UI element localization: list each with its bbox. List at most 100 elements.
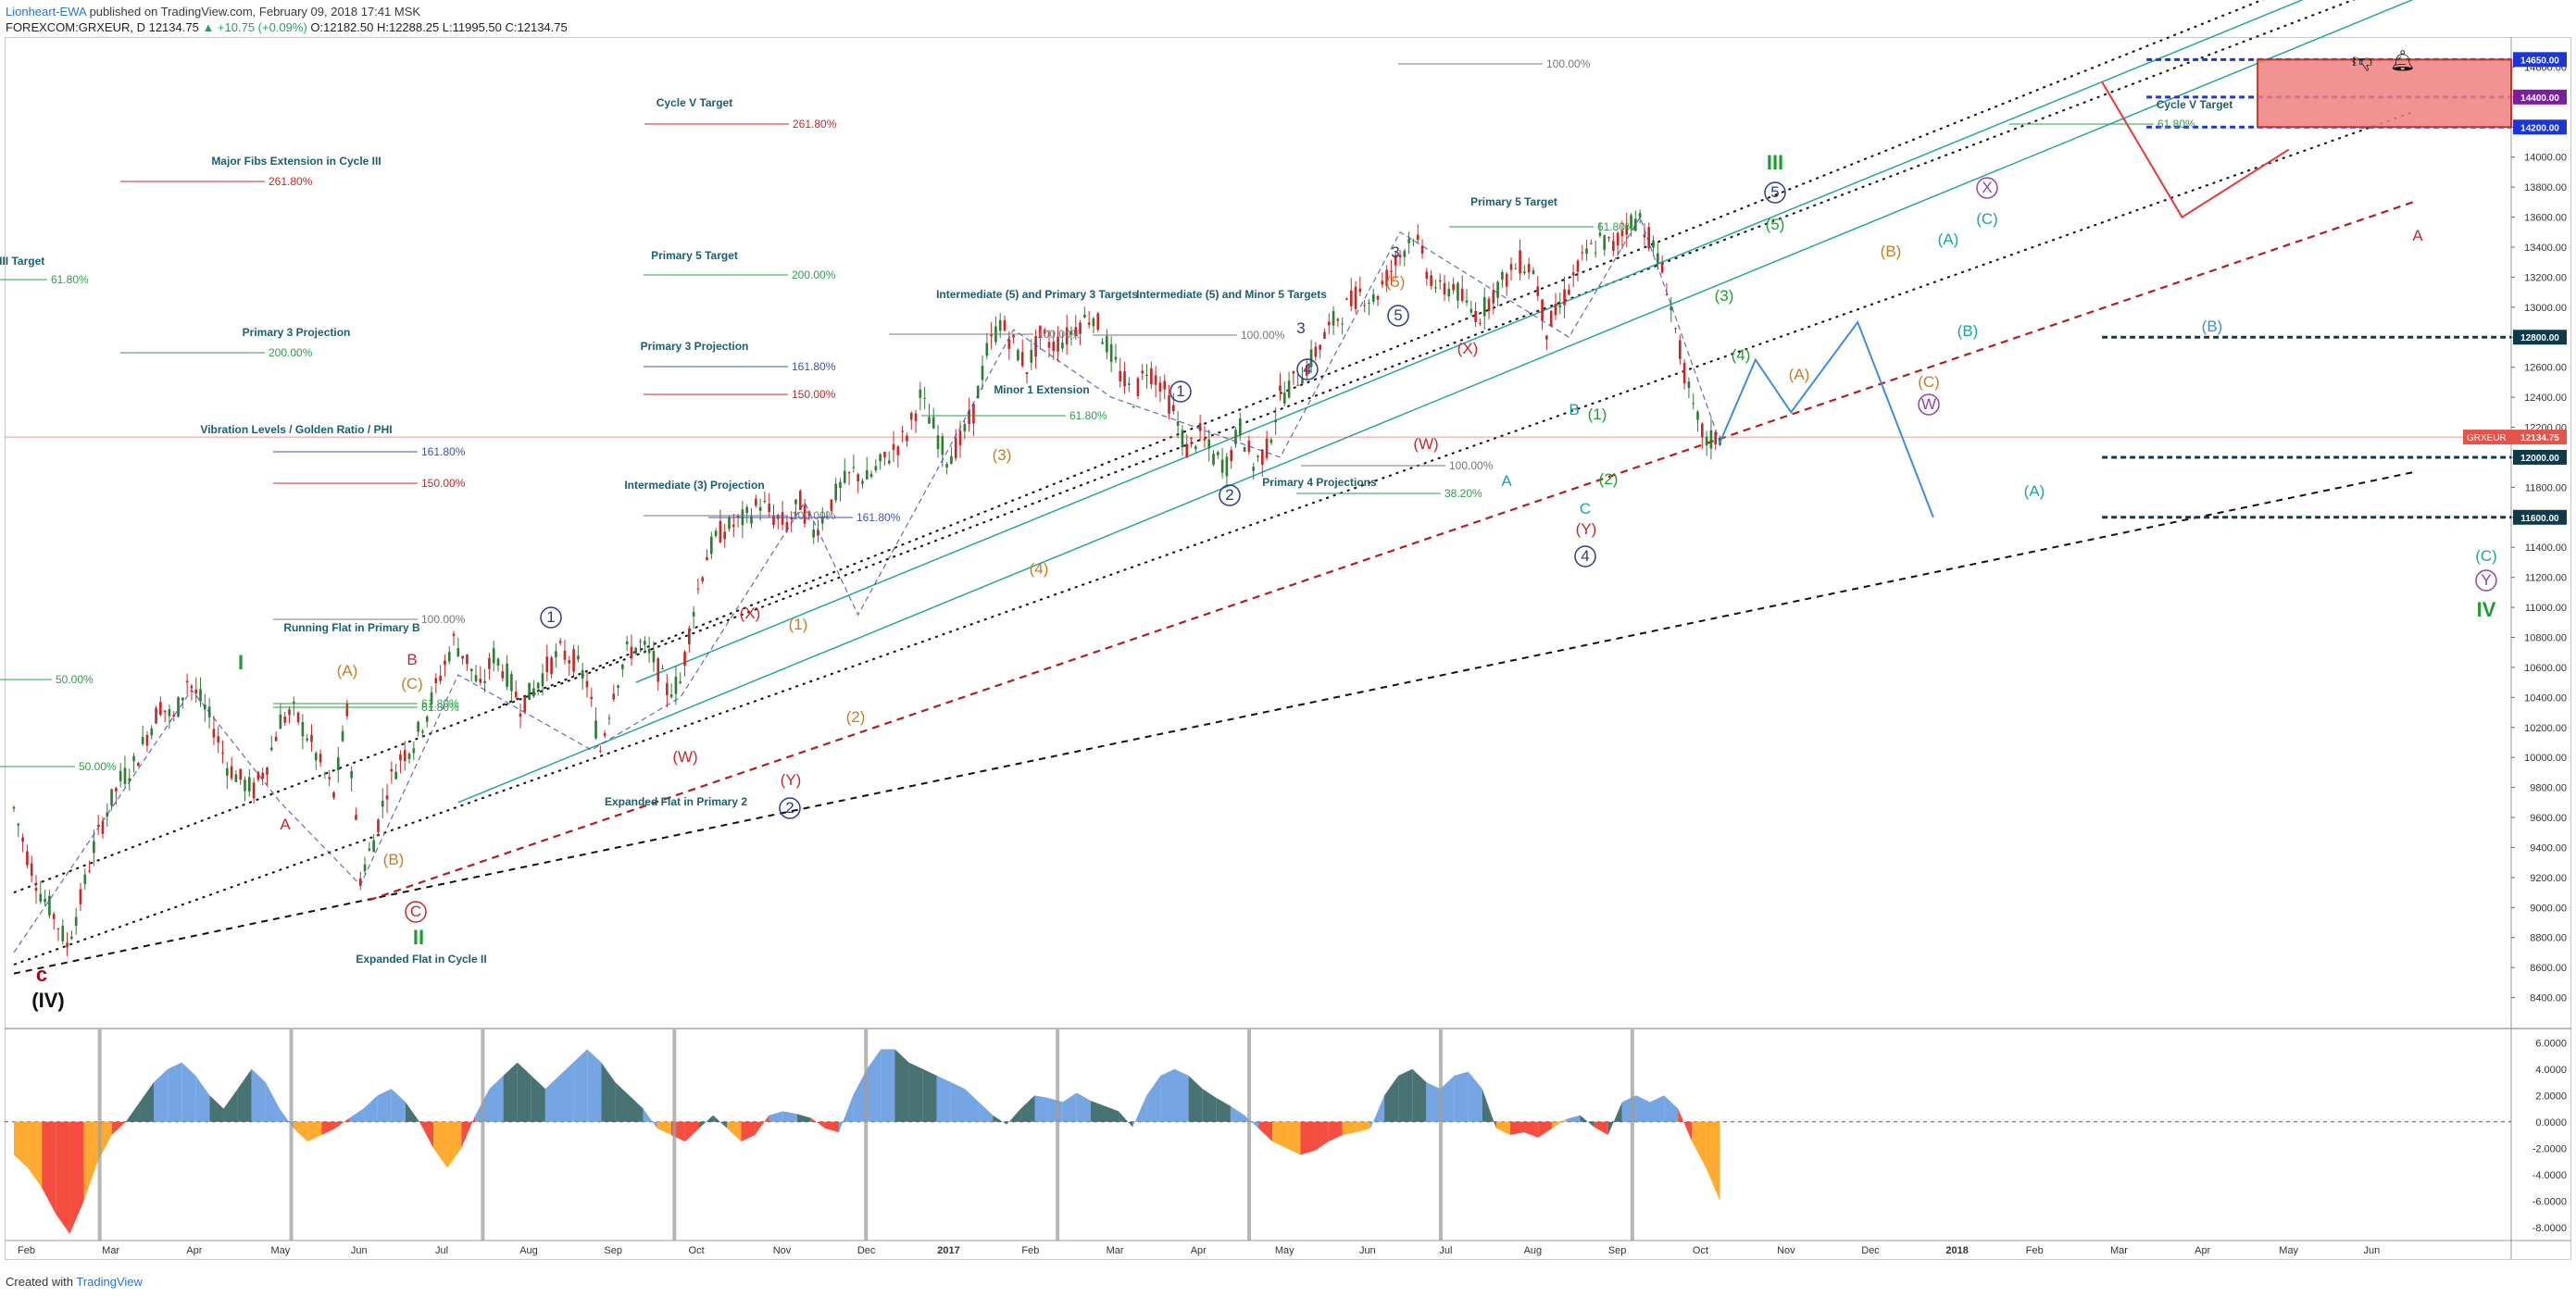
candle-body xyxy=(523,696,527,712)
wave-label: A xyxy=(280,816,291,833)
tradingview-logo-link[interactable]: TradingView xyxy=(76,1275,143,1289)
candle-body xyxy=(1305,365,1308,376)
wave-label: (B) xyxy=(1957,322,1979,340)
wave-label: I xyxy=(238,651,244,674)
candle-body xyxy=(941,436,944,455)
candle-body xyxy=(1652,240,1655,248)
oscillator-area-segment xyxy=(727,1121,742,1142)
candle-body xyxy=(163,710,167,713)
candle-body xyxy=(469,668,473,672)
oscillator-area-segment xyxy=(1398,1068,1413,1122)
candle-body xyxy=(706,556,708,561)
candle-body xyxy=(1585,248,1588,255)
time-axis-label: Aug xyxy=(519,1245,538,1256)
candle-body xyxy=(212,729,216,738)
annotation-title: Intermediate (3) Projection xyxy=(624,479,764,492)
oscillator-area-segment xyxy=(713,1115,728,1129)
oscillator-area-segment xyxy=(14,1121,29,1168)
target-level-value: 11600.00 xyxy=(2520,514,2559,524)
candle-body xyxy=(1323,331,1326,339)
candle-body xyxy=(701,577,705,581)
candle-body xyxy=(1185,443,1189,458)
candle-body xyxy=(865,469,869,480)
oscillator-area-segment xyxy=(601,1062,616,1122)
candle-body xyxy=(577,655,580,660)
candle-body xyxy=(252,782,256,799)
alarm-bell-icon[interactable]: 🔔︎ xyxy=(2389,49,2416,72)
oscillator-area-segment xyxy=(1188,1075,1203,1122)
candle-body xyxy=(1643,234,1646,238)
footer: Created with TradingView xyxy=(0,1265,2576,1297)
oscillator-area-segment xyxy=(377,1089,392,1122)
fib-level-label: 38.20% xyxy=(1444,487,1482,500)
candle-body xyxy=(430,692,433,705)
candle-body xyxy=(323,773,327,775)
candle-body xyxy=(1287,380,1291,398)
candle-body xyxy=(1674,328,1677,330)
fib-level-label: 100.00% xyxy=(421,613,466,626)
wave-label: (X) xyxy=(740,605,761,622)
oscillator-area-segment xyxy=(1007,1108,1021,1125)
candle-body xyxy=(1065,327,1069,345)
oscillator-area-segment xyxy=(979,1102,994,1122)
wave-label: (C) xyxy=(401,675,423,692)
candle-body xyxy=(239,768,243,780)
oscillator-tick-label: -8.0000 xyxy=(2532,1223,2567,1234)
candle-body xyxy=(669,693,673,697)
thumbs-down-icon[interactable]: 👎︎ xyxy=(2352,49,2373,72)
oscillator-area-segment xyxy=(1440,1075,1455,1122)
fib-level-label: 61.80% xyxy=(1069,409,1107,422)
oscillator-area-segment xyxy=(629,1095,644,1122)
oscillator-area-segment xyxy=(964,1089,980,1122)
candle-body xyxy=(1465,300,1469,303)
author-link[interactable]: Lionheart-EWA xyxy=(6,5,86,19)
candle-body xyxy=(950,455,953,465)
oscillator-area-segment xyxy=(1482,1089,1496,1129)
oscillator-area-segment xyxy=(1328,1121,1343,1142)
oscillator-area-segment xyxy=(391,1089,406,1122)
candle-body xyxy=(1558,305,1562,307)
candle-body xyxy=(568,660,571,664)
last-price-symbol: GRXEUR xyxy=(2467,433,2507,443)
candle-body xyxy=(1083,314,1086,318)
oscillator-area-segment xyxy=(1664,1095,1679,1122)
candle-body xyxy=(1701,423,1704,438)
wave-label: (IV) xyxy=(31,989,64,1012)
oscillator-area-segment xyxy=(1230,1105,1245,1122)
oscillator-area-segment xyxy=(587,1049,602,1122)
candle-body xyxy=(434,678,438,684)
oscillator-marker-bar xyxy=(97,1029,102,1241)
candle-body xyxy=(852,467,856,468)
oscillator-area-segment xyxy=(1607,1102,1622,1135)
candle-body xyxy=(1061,342,1064,349)
fib-level-label: 100.00% xyxy=(1241,329,1285,342)
time-axis-label: Jul xyxy=(435,1245,448,1256)
oscillator-area-segment xyxy=(237,1068,252,1122)
annotation-title: Cycle V Target xyxy=(657,96,732,109)
candle-body xyxy=(1501,271,1504,280)
candle-body xyxy=(1220,459,1224,473)
candle-body xyxy=(541,673,544,687)
candle-body xyxy=(901,430,904,432)
wave-label: 5 xyxy=(1770,183,1779,201)
dotted-channel-middle xyxy=(13,0,2356,894)
wave-label: (2) xyxy=(846,708,866,726)
candle-body xyxy=(421,730,424,733)
oscillator-area-segment xyxy=(1300,1121,1315,1155)
candle-body xyxy=(1657,253,1659,264)
candle-body xyxy=(274,736,278,742)
time-axis-label: 2017 xyxy=(937,1245,959,1256)
candle-body xyxy=(288,709,291,716)
wave-label: A xyxy=(2412,227,2423,244)
target-level-value: 12000.00 xyxy=(2520,454,2559,464)
fib-level-label: 161.80% xyxy=(792,360,836,373)
chart-frame[interactable] xyxy=(5,37,2571,1260)
candle-body xyxy=(1612,241,1615,251)
candle-body xyxy=(314,753,318,761)
wave-label: (B) xyxy=(2202,318,2223,335)
candle-body xyxy=(79,889,82,904)
candle-body xyxy=(1336,318,1340,321)
symbol-line: FOREXCOM:GRXEUR, D 12134.75 ▲ +10.75 (+0… xyxy=(6,20,568,34)
candle-body xyxy=(1549,310,1553,327)
